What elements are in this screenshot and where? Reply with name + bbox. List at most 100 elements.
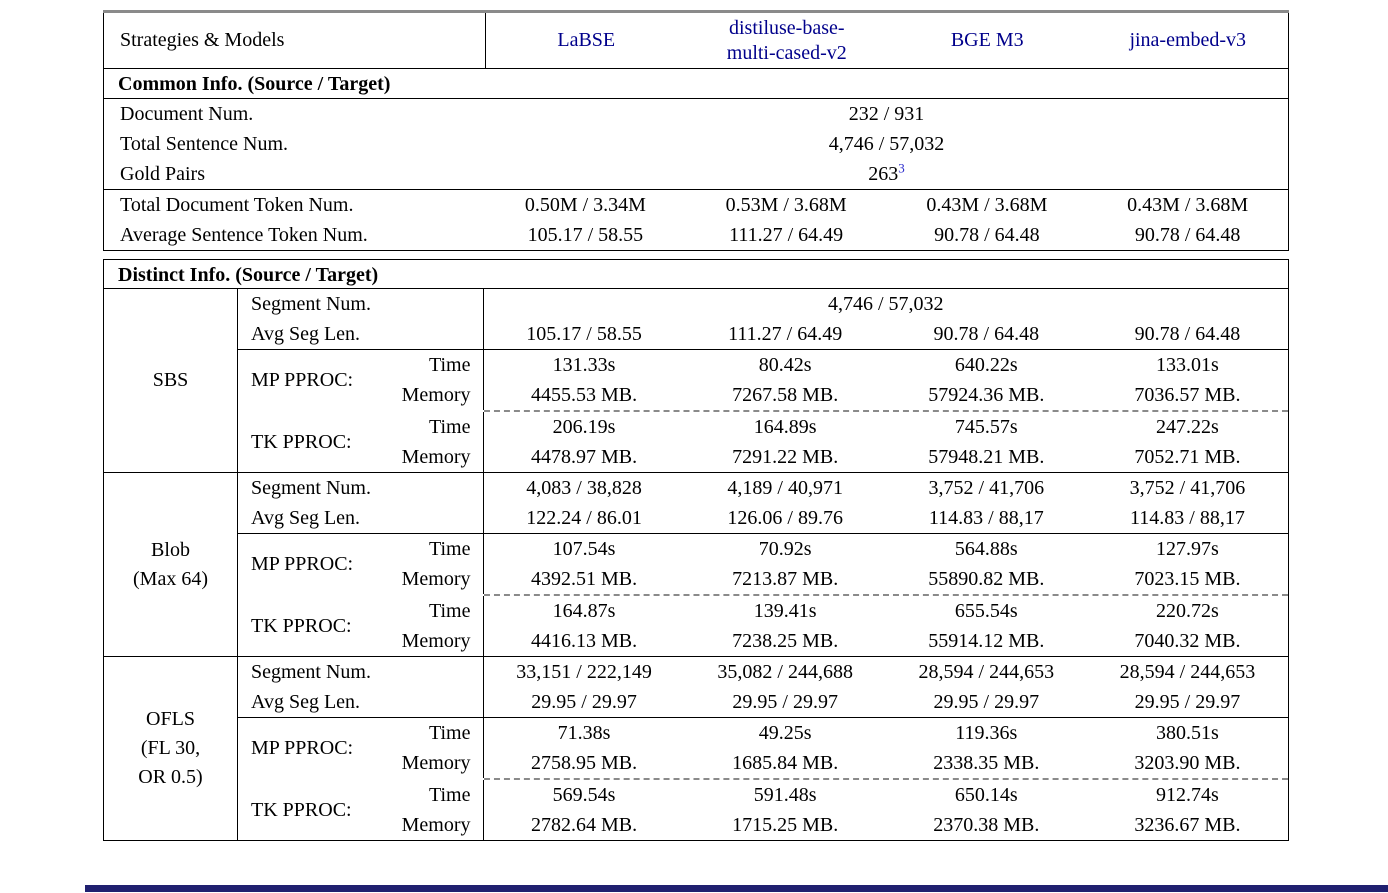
cell-value-span: 4,746 / 57,032 [828, 133, 945, 155]
tk-pproc-rows: TK PPROC: Time Memory 164.87s 139.41s 65… [238, 596, 1288, 656]
cell-value: 2370.38 MB. [933, 814, 1040, 836]
cell-value: 80.42s [758, 354, 812, 376]
row-label: Gold Pairs [120, 163, 205, 185]
cell-value: 35,082 / 244,688 [717, 661, 853, 683]
table-row: 206.19s 164.89s 745.57s 247.22s [484, 412, 1289, 442]
dashed-divider [483, 778, 1288, 780]
sub-row-label: Time [428, 722, 471, 744]
strategy-block-ofls: OFLS (FL 30, OR 0.5) Segment Num. 33,151… [103, 657, 1289, 841]
section-title-distinct-info: Distinct Info. (Source / Target) [103, 259, 1289, 289]
cell-value: 90.78 / 64.48 [934, 224, 1040, 246]
row-label: Avg Seg Len. [238, 319, 484, 349]
cell-value: 131.33s [552, 354, 616, 376]
table-row: Avg Seg Len. 105.17 / 58.55 111.27 / 64.… [238, 319, 1288, 349]
model-header-distiluse[interactable]: distiluse-base- multi-cased-v2 [726, 16, 847, 64]
cell-value: 4455.53 MB. [531, 384, 638, 406]
sub-row-label: Memory [401, 568, 471, 590]
cell-value: 7052.71 MB. [1134, 446, 1241, 468]
cell-value: 2338.35 MB. [933, 752, 1040, 774]
cell-value: 0.53M / 3.68M [725, 194, 847, 216]
cell-value: 569.54s [552, 784, 616, 806]
row-label: Average Sentence Token Num. [120, 224, 368, 246]
cell-value: 206.19s [552, 416, 616, 438]
table-header-row: Strategies & Models LaBSE distiluse-base… [103, 13, 1289, 69]
model-columns-header: LaBSE distiluse-base- multi-cased-v2 BGE… [485, 13, 1288, 68]
cell-value-span: 2633 [868, 160, 905, 185]
table-row: 2758.95 MB. 1685.84 MB. 2338.35 MB. 3203… [484, 748, 1289, 778]
strategy-name: OFLS (FL 30, OR 0.5) [104, 657, 238, 840]
model-header-jina-embed-v3[interactable]: jina-embed-v3 [1129, 29, 1247, 51]
cell-value: 127.97s [1156, 538, 1219, 560]
cell-value: 33,151 / 222,149 [516, 661, 652, 683]
row-label: MP PPROC: [251, 736, 354, 759]
model-header-labse[interactable]: LaBSE [557, 29, 616, 51]
cell-value: 139.41s [753, 600, 817, 622]
cell-value: 90.78 / 64.48 [1134, 224, 1241, 246]
table-top-rule [103, 10, 1289, 13]
cell-value: 164.89s [753, 416, 817, 438]
cell-value: 4,083 / 38,828 [526, 477, 642, 499]
cell-value: 114.83 / 88,17 [1130, 507, 1245, 529]
cell-value: 90.78 / 64.48 [933, 323, 1040, 345]
cell-value: 650.14s [954, 784, 1018, 806]
cell-value: 57924.36 MB. [928, 384, 1045, 406]
table-row: 4478.97 MB. 7291.22 MB. 57948.21 MB. 705… [484, 442, 1289, 472]
dashed-divider [483, 410, 1288, 412]
sub-row-label: Memory [401, 752, 471, 774]
table-row: 107.54s 70.92s 564.88s 127.97s [484, 534, 1289, 564]
paper-table: Strategies & Models LaBSE distiluse-base… [103, 10, 1289, 841]
cell-value: 247.22s [1156, 416, 1219, 438]
row-label: TK PPROC: [251, 614, 352, 637]
cell-value: 28,594 / 244,653 [1119, 661, 1256, 683]
cell-value: 564.88s [954, 538, 1018, 560]
footnote-marker[interactable]: 3 [898, 160, 905, 176]
cell-value: 70.92s [758, 538, 812, 560]
cell-value: 4392.51 MB. [531, 568, 638, 590]
strategy-block-sbs: SBS Segment Num. 4,746 / 57,032 Avg Seg … [103, 289, 1289, 473]
sub-row-label: Memory [401, 446, 471, 468]
table-row: 131.33s 80.42s 640.22s 133.01s [484, 350, 1289, 380]
cell-value: 57948.21 MB. [928, 446, 1045, 468]
cell-value: 49.25s [758, 722, 812, 744]
table-row: Segment Num. 33,151 / 222,149 35,082 / 2… [238, 657, 1288, 687]
table-row: Document Num. 232 / 931 [104, 99, 1288, 129]
cell-value: 71.38s [557, 722, 611, 744]
cell-value: 55890.82 MB. [928, 568, 1045, 590]
cell-value: 7023.15 MB. [1134, 568, 1241, 590]
cell-value: 3203.90 MB. [1134, 752, 1241, 774]
cell-value: 4478.97 MB. [531, 446, 638, 468]
cell-value: 7213.87 MB. [732, 568, 839, 590]
strategy-name: SBS [104, 289, 238, 472]
cell-value: 3,752 / 41,706 [1129, 477, 1246, 499]
common-column-rows: Total Document Token Num. 0.50M / 3.34M … [103, 190, 1289, 251]
row-label: Segment Num. [238, 473, 484, 503]
cell-value: 745.57s [954, 416, 1018, 438]
sub-row-label: Time [428, 600, 471, 622]
table-row: 164.87s 139.41s 655.54s 220.72s [484, 596, 1289, 626]
table-row: Average Sentence Token Num. 105.17 / 58.… [104, 220, 1288, 250]
column-header-strategies-models: Strategies & Models [120, 29, 285, 51]
sub-row-label: Time [428, 354, 471, 376]
row-label: Total Sentence Num. [120, 133, 288, 155]
cell-value: 0.43M / 3.68M [926, 194, 1048, 216]
sub-row-label: Memory [401, 630, 471, 652]
cell-value: 591.48s [753, 784, 817, 806]
mp-pproc-rows: MP PPROC: Time Memory 131.33s 80.42s 640… [238, 350, 1288, 410]
sub-row-label: Time [428, 784, 471, 806]
cell-value: 3236.67 MB. [1134, 814, 1241, 836]
cell-value: 7267.58 MB. [732, 384, 839, 406]
table-row: Segment Num. 4,083 / 38,828 4,189 / 40,9… [238, 473, 1288, 503]
model-header-bge-m3[interactable]: BGE M3 [950, 29, 1024, 51]
cell-value: 105.17 / 58.55 [527, 224, 644, 246]
horizontal-rule [238, 349, 1288, 350]
row-label: Avg Seg Len. [238, 503, 484, 533]
cell-value: 107.54s [552, 538, 616, 560]
cell-value: 164.87s [552, 600, 616, 622]
row-label: Segment Num. [238, 289, 484, 319]
sub-row-label: Memory [401, 384, 471, 406]
common-span-rows: Document Num. 232 / 931 Total Sentence N… [103, 99, 1289, 190]
table-row: 4455.53 MB. 7267.58 MB. 57924.36 MB. 703… [484, 380, 1289, 410]
row-label: TK PPROC: [251, 430, 352, 453]
cell-value: 114.83 / 88,17 [928, 507, 1044, 529]
sub-row-label: Time [428, 416, 471, 438]
